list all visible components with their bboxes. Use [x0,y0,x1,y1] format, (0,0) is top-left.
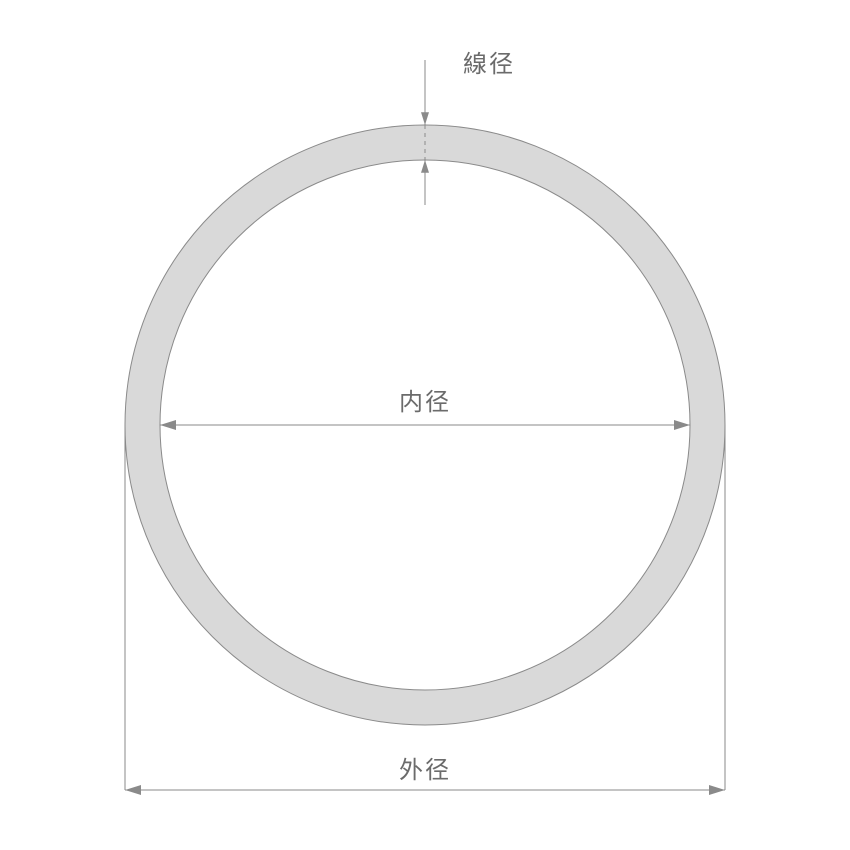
inner-diameter-label: 内径 [399,389,451,416]
inner-arrowhead-right [674,420,690,430]
outer-arrowhead-right [709,785,725,795]
inner-diameter-callout: 内径 [160,389,690,430]
ring-dimension-diagram: 線径 内径 外径 [0,0,850,850]
outer-arrowhead-left [125,785,141,795]
wire-bottom-arrowhead [421,160,429,173]
wire-top-arrowhead [421,112,429,125]
wire-diameter-label: 線径 [463,51,515,78]
outer-diameter-label: 外径 [399,757,451,784]
inner-arrowhead-left [160,420,176,430]
